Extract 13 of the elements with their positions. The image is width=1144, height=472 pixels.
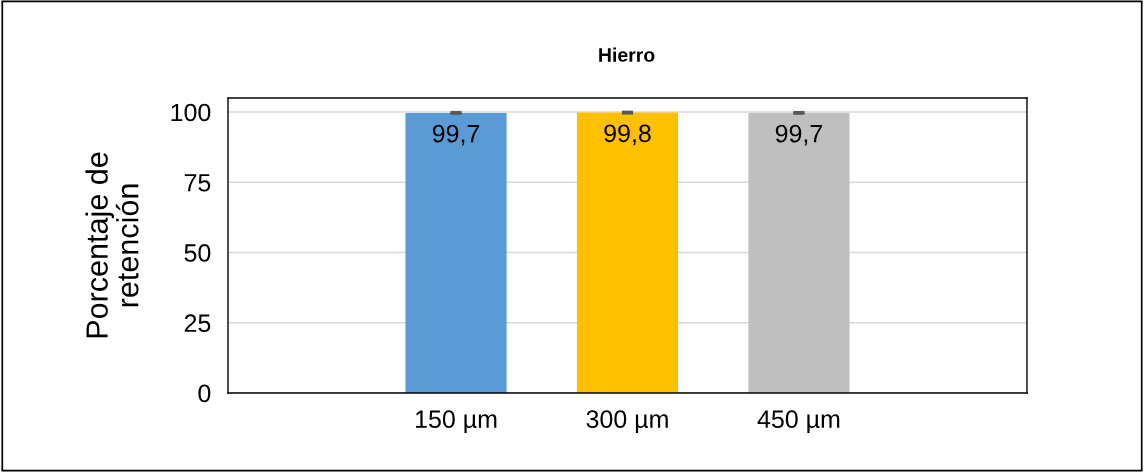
data-label: 99,7: [775, 124, 823, 146]
x-tick-label: 300 µm: [586, 410, 668, 433]
y-tick-label: 100: [171, 103, 211, 122]
y-tick-label: 50: [184, 244, 211, 262]
data-label: 99,7: [432, 124, 480, 146]
x-tick-label: 150 µm: [416, 410, 497, 433]
y-tick-label: 75: [184, 174, 211, 192]
y-tick-label: 25: [184, 314, 211, 333]
x-tick-label: 450 µm: [757, 410, 840, 433]
chart-title: Hierro: [599, 47, 655, 62]
y-tick-label: 0: [198, 384, 211, 403]
data-label: 99,8: [604, 124, 651, 146]
y-axis-title: Porcentaje de retención: [85, 152, 139, 338]
